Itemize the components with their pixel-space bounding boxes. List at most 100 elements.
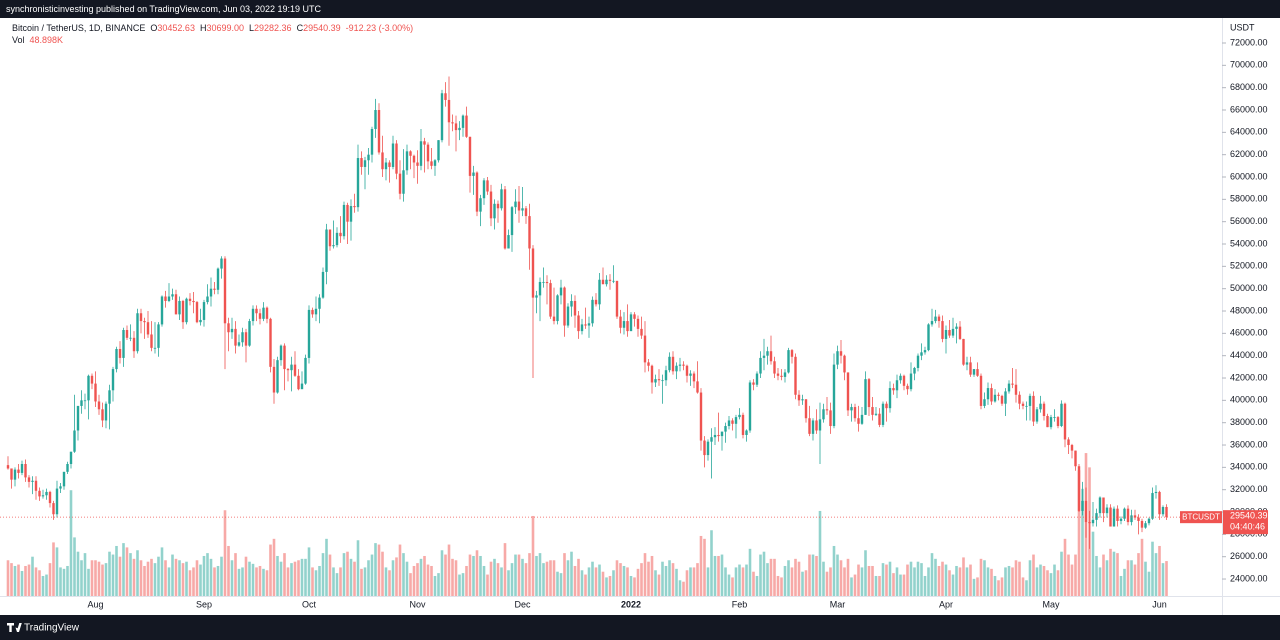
candle-body [741, 414, 745, 435]
volume-bar [332, 567, 335, 596]
candle-body [577, 315, 580, 332]
candle-body [843, 355, 846, 373]
candle-body [965, 362, 969, 365]
candle-body [356, 158, 360, 208]
volume-bar [825, 571, 829, 596]
candle-body [612, 280, 615, 282]
volume-bar [220, 556, 223, 596]
volume-bar [930, 553, 934, 596]
candle-body [286, 369, 290, 371]
volume-bar [990, 568, 993, 596]
volume-bar [685, 570, 689, 596]
volume-bar [465, 565, 468, 596]
volume-bar [1140, 538, 1144, 596]
candle-body [636, 318, 640, 329]
candle-body [461, 115, 465, 128]
candle-body [115, 348, 118, 370]
volume-bar [17, 564, 20, 596]
volume-bar [902, 574, 906, 596]
candle-body [377, 110, 381, 153]
volume-bar [633, 577, 636, 596]
candle-body [143, 321, 146, 323]
candle-body [759, 357, 762, 374]
candle-body [1119, 518, 1123, 521]
candle-body [1105, 507, 1109, 514]
volume-bar [24, 565, 27, 596]
volume-bar [73, 537, 76, 596]
candle-body [227, 323, 230, 333]
candle-body [566, 306, 570, 326]
volume-bar [654, 570, 657, 596]
candle-body [643, 335, 647, 363]
volume-bar [1056, 570, 1060, 596]
candle-body [1126, 508, 1130, 523]
volume-bar [69, 490, 73, 596]
candle-body [738, 414, 741, 418]
volume-bar [1018, 561, 1021, 596]
y-tick-label: 36000.00 [1230, 439, 1268, 449]
symbol-tag: BTCUSDT [1182, 512, 1220, 521]
candle-body [1025, 405, 1028, 407]
volume-bar [713, 555, 717, 596]
volume-bar [934, 558, 937, 596]
candle-body [318, 297, 321, 309]
candle-body [265, 307, 269, 319]
candle-body [1018, 394, 1021, 404]
candle-body [111, 369, 115, 391]
volume-bar [255, 567, 258, 596]
volume-bar [1123, 568, 1126, 596]
candle-body [955, 326, 958, 329]
volume-bar [1070, 564, 1074, 596]
volume-bar [787, 560, 790, 596]
volume-bar [55, 547, 59, 596]
candle-body [696, 381, 699, 393]
candle-body [38, 490, 41, 497]
volume-bar [584, 574, 587, 596]
volume-bar [48, 563, 52, 596]
volume-bar [1042, 565, 1046, 596]
volume-bar [76, 551, 80, 596]
countdown: 04:40:46 [1230, 522, 1265, 532]
candle-body [1095, 513, 1098, 520]
volume-bar [944, 564, 948, 596]
volume-bar [367, 560, 370, 596]
volume-bar [237, 568, 241, 596]
candle-body [948, 329, 951, 336]
volume-bar [769, 558, 773, 596]
ohlc-value: 29540.39 [303, 23, 341, 33]
volume-bar [244, 556, 248, 596]
volume-bar [594, 567, 598, 596]
y-tick-label: 68000.00 [1230, 82, 1268, 92]
candle-body [332, 245, 335, 247]
candle-body [293, 364, 297, 376]
volume-bar [206, 553, 209, 596]
candle-body [888, 388, 892, 409]
volume-bar [1004, 567, 1007, 596]
candle-body [853, 407, 857, 419]
volume-bar [1067, 554, 1070, 596]
volume-bar [216, 565, 220, 596]
volume-bar [1000, 577, 1004, 596]
volume-bar [811, 554, 815, 596]
candle-body [818, 419, 822, 431]
volume-bar [174, 558, 178, 596]
candle-body [188, 298, 192, 301]
candle-body [874, 413, 878, 415]
volume-bar [1063, 538, 1067, 596]
candle-body [615, 280, 619, 317]
candle-body [181, 300, 185, 323]
volume-bar [325, 538, 328, 596]
volume-bar [626, 567, 629, 596]
y-tick-label: 32000.00 [1230, 484, 1268, 494]
candle-body [892, 388, 895, 391]
volume-bar [556, 571, 559, 596]
logo-text: TradingView [24, 623, 80, 634]
volume-bar [339, 567, 342, 596]
x-tick-label: Nov [409, 599, 426, 609]
candle-body [136, 313, 139, 352]
candle-body [699, 392, 703, 441]
candle-body [748, 382, 752, 431]
volume-bar [801, 571, 804, 596]
candle-body [608, 279, 612, 281]
volume-bar [444, 554, 447, 596]
